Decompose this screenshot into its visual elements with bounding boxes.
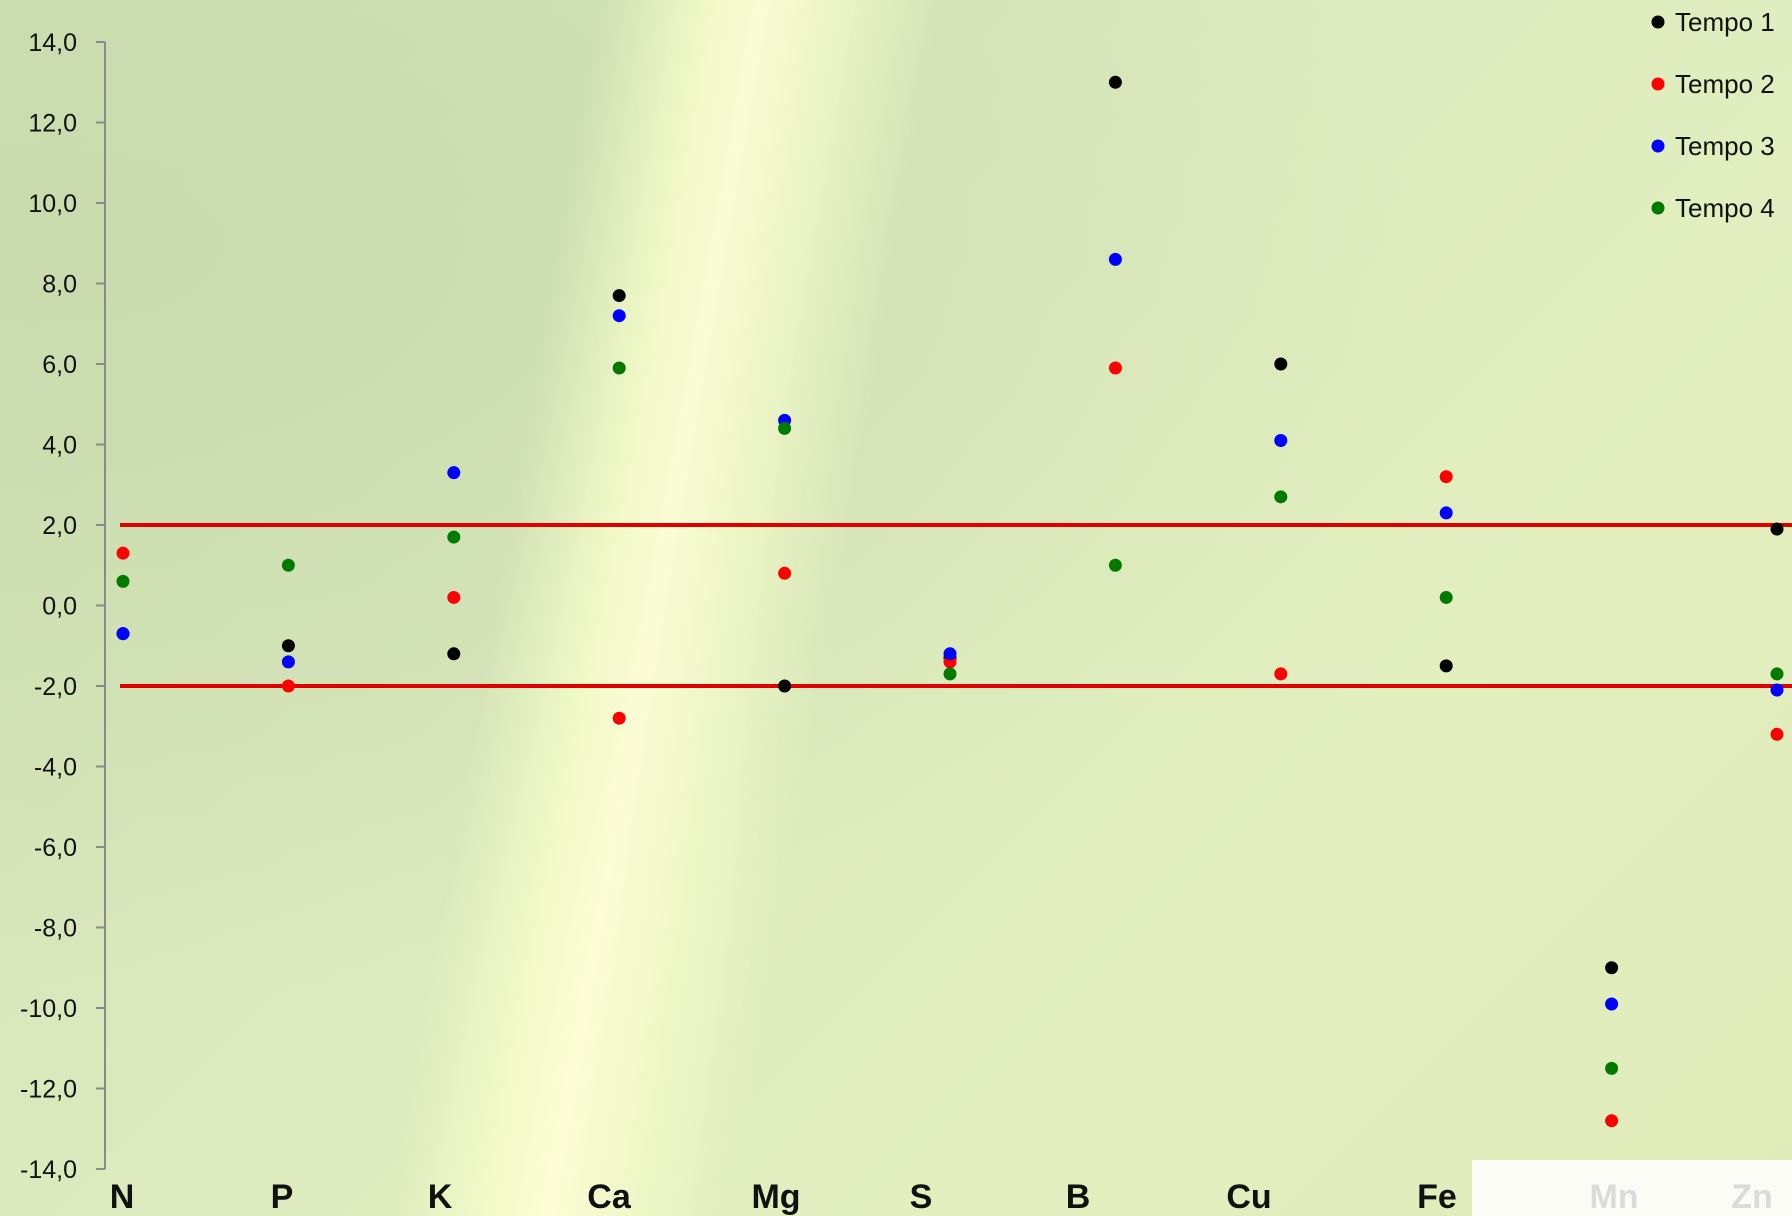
point-tempo-2-zn [1770,727,1784,741]
point-tempo-2-p [281,679,295,693]
y-tick-label: 4,0 [42,432,77,460]
point-tempo-4-mg [778,421,792,435]
point-tempo-4-b [1108,558,1122,572]
point-tempo-4-fe [1439,590,1453,604]
legend-marker [1651,77,1665,91]
point-tempo-3-fe [1439,506,1453,520]
point-tempo-1-mg [778,679,792,693]
x-category-label: Ca [587,1178,632,1216]
point-tempo-3-n [116,627,130,641]
point-tempo-1-cu [1274,357,1288,371]
y-tick-label: 12,0 [28,110,77,138]
point-tempo-1-zn [1770,522,1784,536]
point-tempo-3-b [1108,252,1122,266]
x-category-label: N [110,1178,135,1216]
x-category-label: Fe [1417,1178,1457,1216]
point-tempo-1-p [281,639,295,653]
point-tempo-4-zn [1770,667,1784,681]
legend-label: Tempo 2 [1675,69,1775,99]
y-tick-label: -6,0 [34,834,77,862]
point-tempo-3-k [447,466,461,480]
point-tempo-4-mn [1605,1061,1619,1075]
point-tempo-3-s [943,647,957,661]
point-tempo-2-fe [1439,470,1453,484]
point-tempo-4-n [116,574,130,588]
x-category-label: Mg [751,1178,800,1216]
point-tempo-4-s [943,667,957,681]
point-tempo-4-p [281,558,295,572]
y-tick-label: -12,0 [20,1076,77,1104]
x-category-label: S [910,1178,933,1216]
legend-marker [1651,15,1665,29]
y-tick-label: 0,0 [42,593,77,621]
y-tick-label: 6,0 [42,351,77,379]
y-tick-label: 10,0 [28,190,77,218]
point-tempo-1-fe [1439,659,1453,673]
point-tempo-3-zn [1770,683,1784,697]
data-points [116,75,1784,1128]
y-tick-label: 2,0 [42,512,77,540]
point-tempo-3-p [281,655,295,669]
point-tempo-1-k [447,647,461,661]
legend-label: Tempo 3 [1675,131,1775,161]
point-tempo-2-k [447,590,461,604]
reference-lines [120,523,1792,688]
y-tick-label: -8,0 [34,915,77,943]
point-tempo-2-cu [1274,667,1288,681]
point-tempo-1-mn [1605,961,1619,975]
x-category-label: P [271,1178,294,1216]
logo-watermark [1472,1160,1792,1216]
y-tick-label: -10,0 [20,995,77,1023]
y-tick-label: -14,0 [20,1156,77,1184]
point-tempo-3-ca [612,309,626,323]
legend-marker [1651,201,1665,215]
point-tempo-1-ca [612,289,626,303]
point-tempo-2-b [1108,361,1122,375]
point-tempo-2-n [116,546,130,560]
point-tempo-2-mg [778,566,792,580]
point-tempo-3-mn [1605,997,1619,1011]
legend: Tempo 1 Tempo 2 Tempo 3 Tempo 4 [1651,7,1775,223]
point-tempo-3-cu [1274,433,1288,447]
legend-label: Tempo 1 [1675,7,1775,37]
legend-label: Tempo 4 [1675,193,1775,223]
point-tempo-4-ca [612,361,626,375]
y-tick-label: 14,0 [28,29,77,57]
point-tempo-2-ca [612,711,626,725]
x-category-label: K [428,1178,453,1216]
point-tempo-1-b [1108,75,1122,89]
point-tempo-4-cu [1274,490,1288,504]
y-axis: 14,0 12,0 10,0 8,0 6,0 4,0 2,0 0,0 -2,0 -4,0 -6,0 -… [20,29,106,1184]
y-tick-label: 8,0 [42,271,77,299]
y-tick-label: -4,0 [34,754,77,782]
x-category-label: B [1066,1178,1091,1216]
y-tick-label: -2,0 [34,673,77,701]
x-category-label: Cu [1226,1178,1271,1216]
legend-marker [1651,139,1665,153]
point-tempo-4-k [447,530,461,544]
point-tempo-2-mn [1605,1114,1619,1128]
